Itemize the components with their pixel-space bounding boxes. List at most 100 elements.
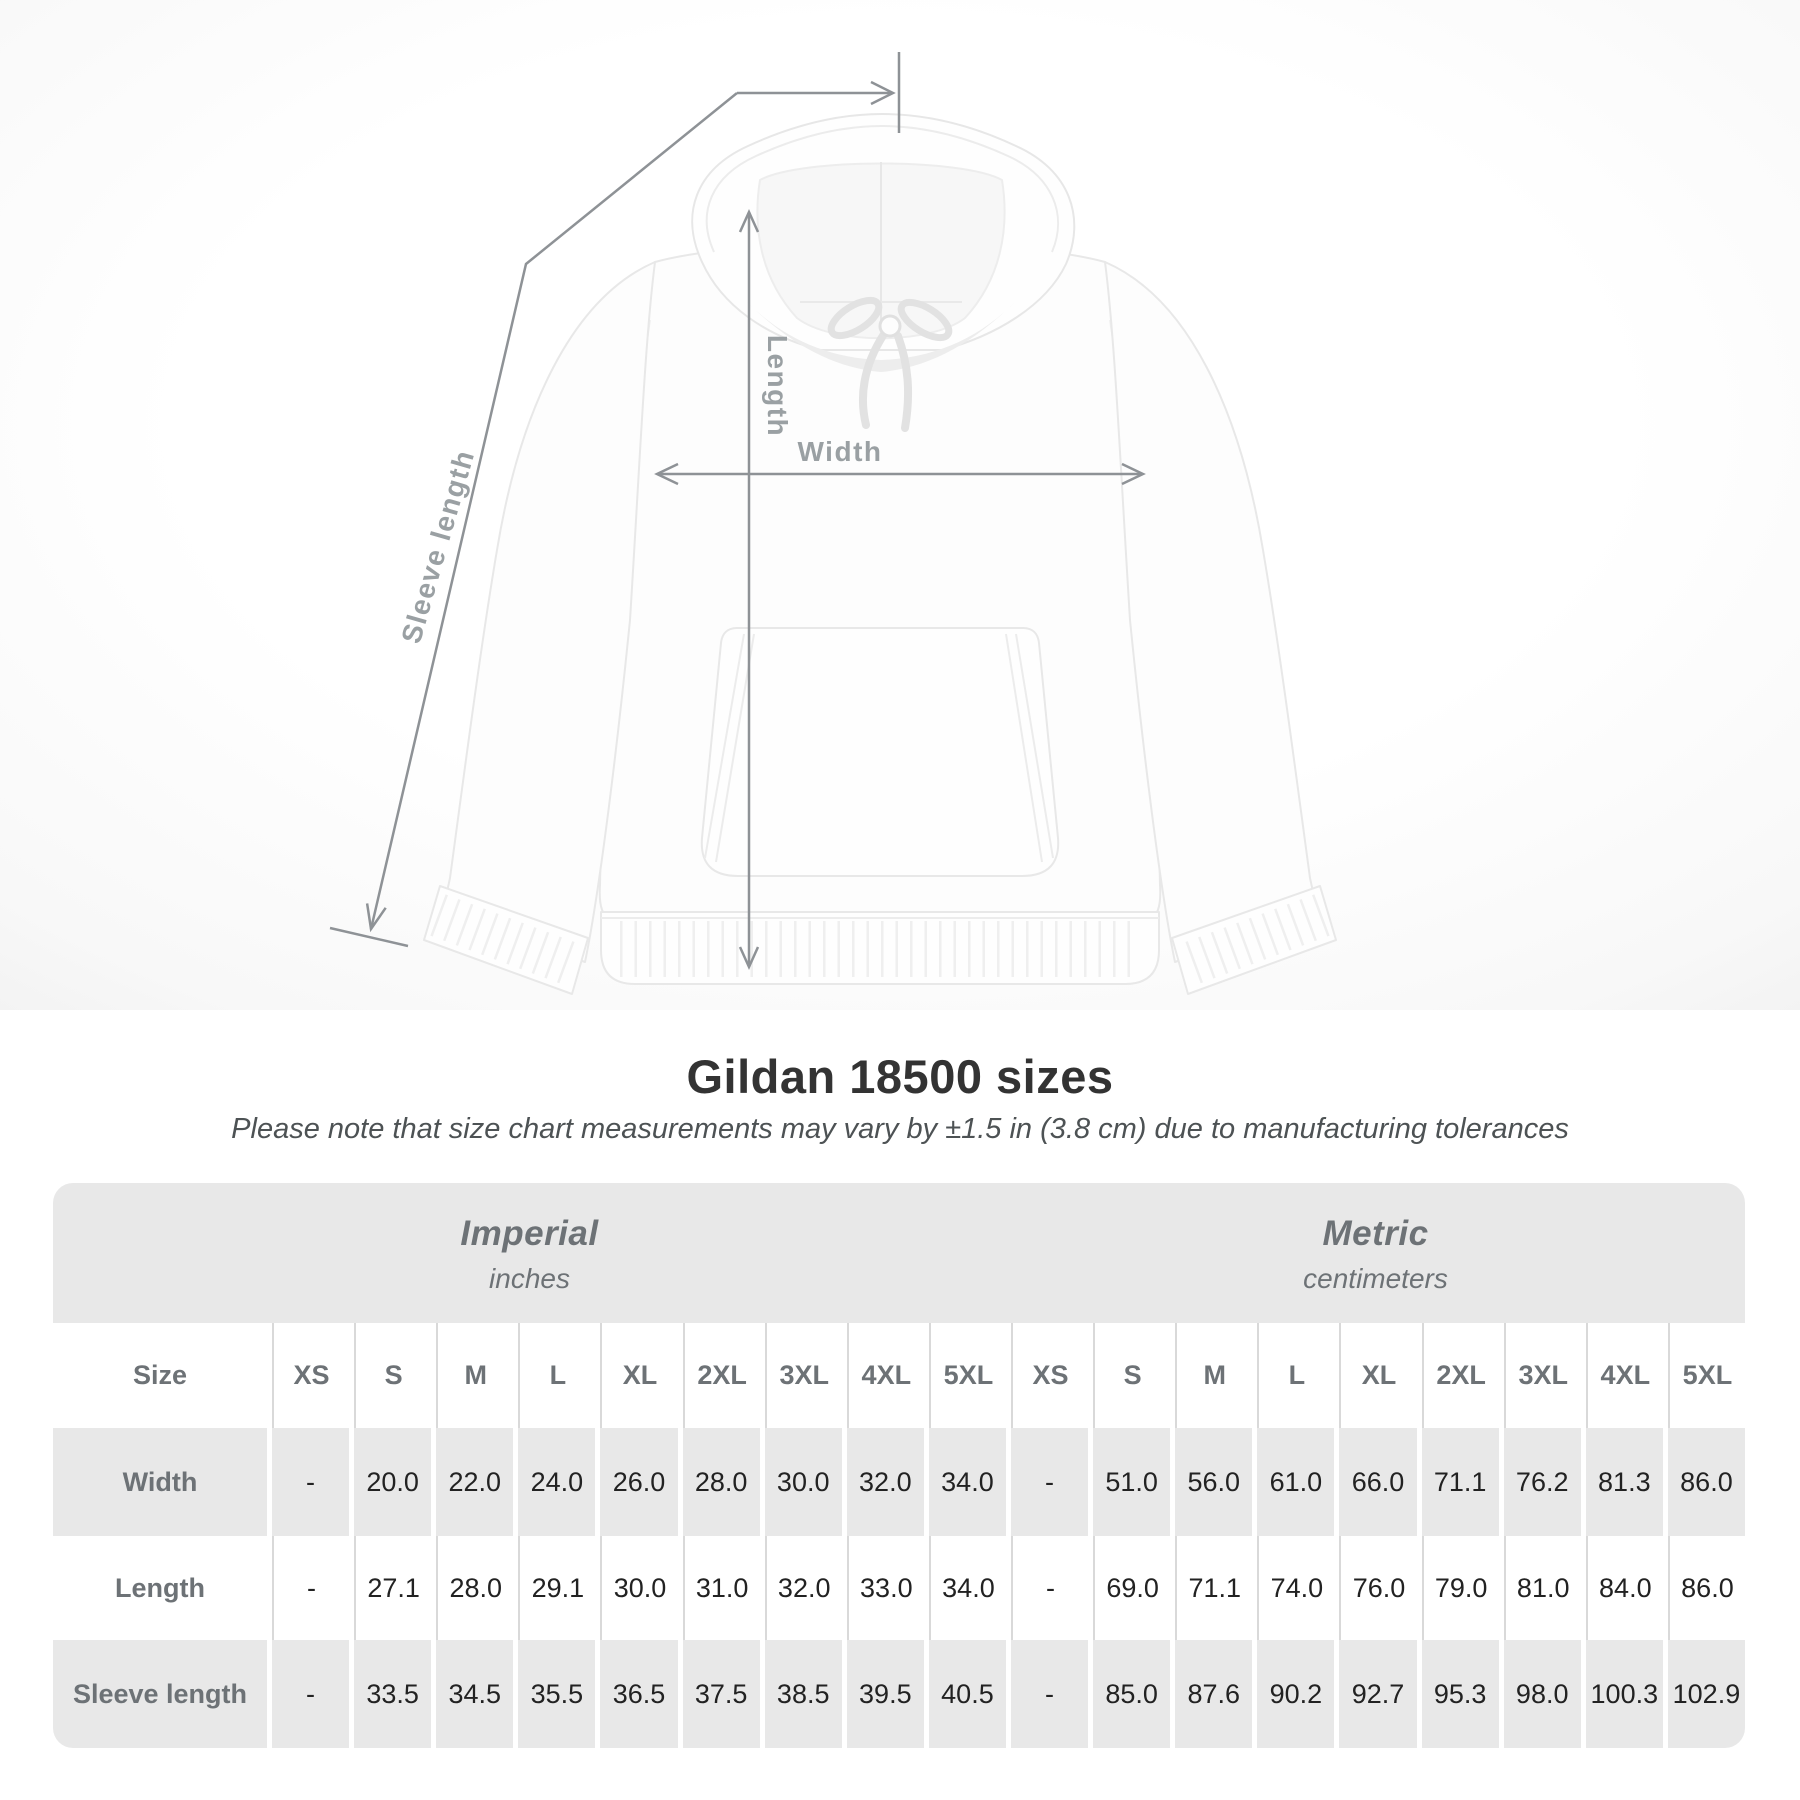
col-header-metric-xl: XL <box>1339 1323 1417 1428</box>
value-cell: 29.1 <box>518 1536 596 1640</box>
col-header-imperial-xl: XL <box>600 1323 678 1428</box>
hoodie-right-cuff <box>1171 885 1337 995</box>
col-header-metric-5xl: 5XL <box>1667 1323 1745 1428</box>
hoodie-left-cuff <box>423 885 589 995</box>
value-cell: 28.0 <box>436 1536 514 1640</box>
value-cell: 86.0 <box>1667 1536 1745 1640</box>
value-cell: 34.5 <box>436 1640 514 1748</box>
value-cell: - <box>1011 1640 1089 1748</box>
value-cell: 27.1 <box>354 1536 432 1640</box>
col-header-metric-xs: XS <box>1011 1323 1089 1428</box>
col-header-imperial-2xl: 2XL <box>682 1323 760 1428</box>
table-header-band: Imperial inches Metric centimeters <box>53 1183 1745 1323</box>
sleeve-end-tick <box>329 926 409 948</box>
imperial-label: Imperial <box>460 1213 599 1253</box>
value-cell: 76.2 <box>1503 1428 1581 1536</box>
value-cell: 79.0 <box>1421 1536 1499 1640</box>
value-cell: 71.1 <box>1421 1428 1499 1536</box>
value-cell: 37.5 <box>682 1640 760 1748</box>
sleeve-arrowhead-bottom <box>365 903 387 933</box>
col-header-metric-m: M <box>1175 1323 1253 1428</box>
value-cell: 30.0 <box>764 1428 842 1536</box>
value-cell: 85.0 <box>1093 1640 1171 1748</box>
col-header-imperial-l: L <box>518 1323 596 1428</box>
col-header-metric-2xl: 2XL <box>1421 1323 1499 1428</box>
width-arrowhead-left <box>654 462 679 486</box>
value-cell: 100.3 <box>1585 1640 1663 1748</box>
value-cell: 98.0 <box>1503 1640 1581 1748</box>
col-header-imperial-3xl: 3XL <box>764 1323 842 1428</box>
hoodie-illustration <box>423 113 1337 995</box>
page-title: Gildan 18500 sizes <box>686 1050 1114 1103</box>
value-cell: 87.6 <box>1175 1640 1253 1748</box>
col-header-metric-3xl: 3XL <box>1503 1323 1581 1428</box>
width-arrowhead-right <box>1121 462 1146 486</box>
value-cell: - <box>1011 1536 1089 1640</box>
value-cell: 95.3 <box>1421 1640 1499 1748</box>
measurement-overlay <box>329 52 1146 971</box>
value-cell: 32.0 <box>846 1428 924 1536</box>
value-cell: 34.0 <box>928 1536 1006 1640</box>
value-cell: 61.0 <box>1257 1428 1335 1536</box>
col-header-imperial-5xl: 5XL <box>928 1323 1006 1428</box>
value-cell: 24.0 <box>518 1428 596 1536</box>
col-header-metric-l: L <box>1257 1323 1335 1428</box>
value-cell: 90.2 <box>1257 1640 1335 1748</box>
value-cell: 74.0 <box>1257 1536 1335 1640</box>
value-cell: 102.9 <box>1667 1640 1745 1748</box>
length-label: Length <box>762 335 793 437</box>
metric-label: Metric <box>1322 1213 1429 1253</box>
value-cell: 38.5 <box>764 1640 842 1748</box>
width-label: Width <box>798 436 883 467</box>
row-label: Length <box>53 1536 267 1640</box>
col-header-imperial-xs: XS <box>272 1323 350 1428</box>
col-header-imperial-s: S <box>354 1323 432 1428</box>
value-cell: 81.0 <box>1503 1536 1581 1640</box>
value-cell: 22.0 <box>436 1428 514 1536</box>
sleeve-arrowhead-top <box>870 80 896 106</box>
value-cell: 32.0 <box>764 1536 842 1640</box>
value-cell: 86.0 <box>1667 1428 1745 1536</box>
value-cell: 81.3 <box>1585 1428 1663 1536</box>
value-cell: 71.1 <box>1175 1536 1253 1640</box>
value-cell: 20.0 <box>354 1428 432 1536</box>
value-cell: 92.7 <box>1339 1640 1417 1748</box>
value-cell: - <box>272 1428 350 1536</box>
metric-section-header: Metric centimeters <box>1006 1183 1745 1323</box>
hoodie-hem-band <box>600 911 1160 985</box>
hoodie-diagram: Sleeve length Length Width <box>0 0 1800 1010</box>
value-cell: 84.0 <box>1585 1536 1663 1640</box>
value-cell: 40.5 <box>928 1640 1006 1748</box>
value-cell: 35.5 <box>518 1640 596 1748</box>
row-label: Sleeve length <box>53 1640 267 1748</box>
value-cell: 33.0 <box>846 1536 924 1640</box>
value-cell: 56.0 <box>1175 1428 1253 1536</box>
row-label: Width <box>53 1428 267 1536</box>
size-grid: Size XS S M L XL 2XL 3XL 4XL 5XL XS S M L XL 2XL 3XL 4XL 5… <box>53 1323 1745 1748</box>
value-cell: 36.5 <box>600 1640 678 1748</box>
imperial-unit-label: inches <box>489 1262 570 1294</box>
title-block: Gildan 18500 sizes Please note that size… <box>0 1052 1800 1146</box>
value-cell: 39.5 <box>846 1640 924 1748</box>
page-subtitle: Please note that size chart measurements… <box>231 1113 1569 1146</box>
value-cell: 51.0 <box>1093 1428 1171 1536</box>
col-header-imperial-4xl: 4XL <box>846 1323 924 1428</box>
value-cell: 30.0 <box>600 1536 678 1640</box>
col-header-imperial-m: M <box>436 1323 514 1428</box>
col-header-size: Size <box>53 1323 267 1428</box>
metric-unit-label: centimeters <box>1303 1262 1448 1294</box>
value-cell: 31.0 <box>682 1536 760 1640</box>
value-cell: 69.0 <box>1093 1536 1171 1640</box>
value-cell: 66.0 <box>1339 1428 1417 1536</box>
hood-drawstrings <box>827 296 953 432</box>
value-cell: - <box>272 1536 350 1640</box>
hoodie-pocket <box>700 627 1060 877</box>
value-cell: 33.5 <box>354 1640 432 1748</box>
length-arrowhead-top <box>738 208 760 233</box>
value-cell: 28.0 <box>682 1428 760 1536</box>
imperial-section-header: Imperial inches <box>53 1183 1006 1323</box>
value-cell: 76.0 <box>1339 1536 1417 1640</box>
value-cell: 34.0 <box>928 1428 1006 1536</box>
size-table: Imperial inches Metric centimeters Size X… <box>53 1183 1745 1748</box>
